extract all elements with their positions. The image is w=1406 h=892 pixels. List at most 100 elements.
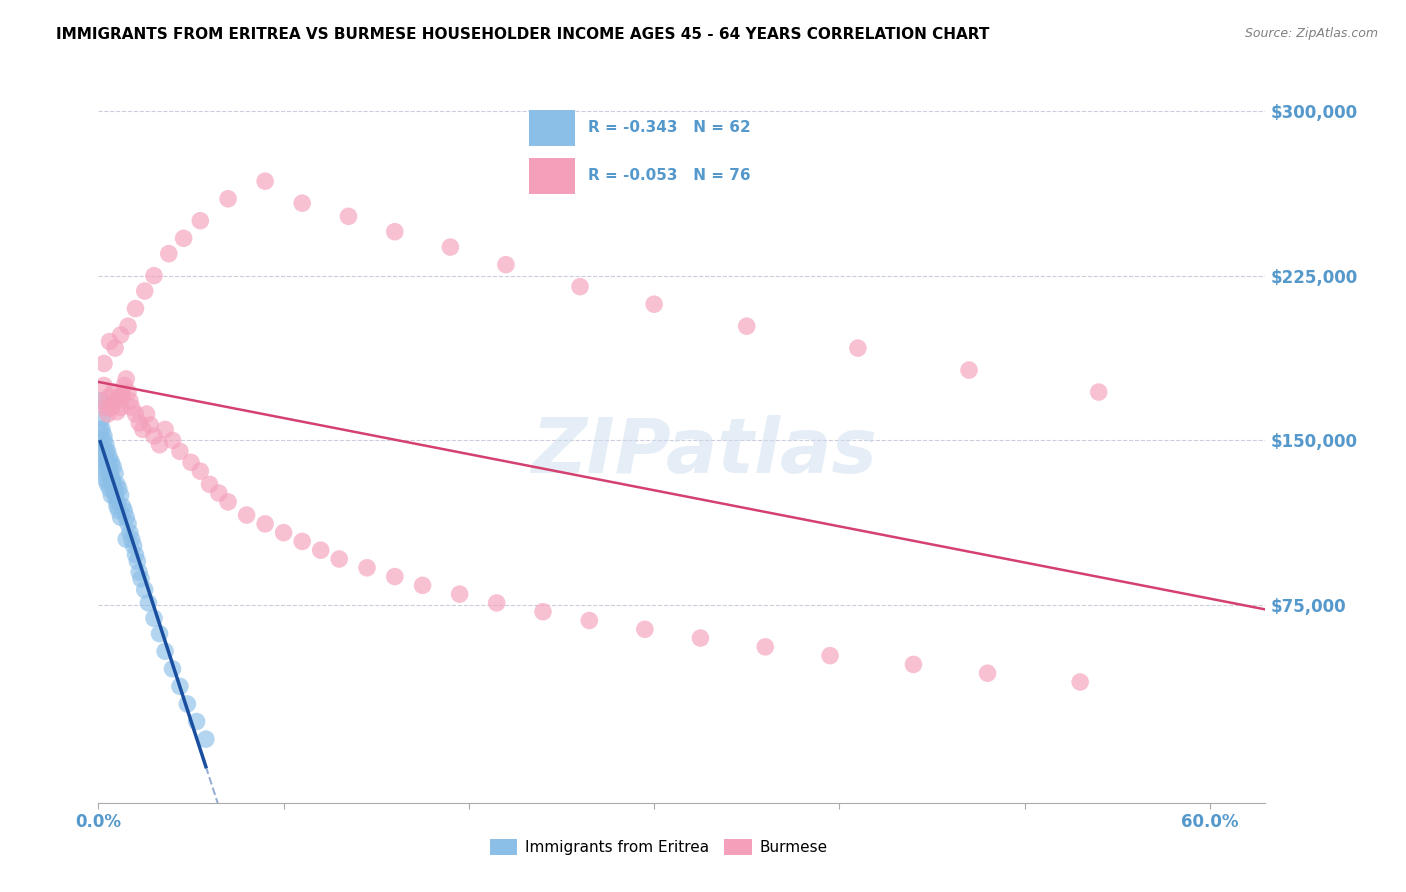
Point (328, 552, 350, 566)
Point (104, 393, 127, 408)
Point (97, 407, 120, 421)
Point (903, 657, 925, 672)
Point (110, 401, 132, 415)
Point (162, 434, 184, 448)
Point (309, 543, 332, 558)
Point (121, 401, 143, 415)
Point (689, 631, 711, 645)
Point (180, 455, 202, 469)
Point (98, 334, 121, 349)
Point (104, 488, 127, 502)
Point (89, 393, 111, 408)
Point (89, 422, 111, 436)
Point (115, 510, 138, 524)
Point (94, 455, 117, 469)
Point (117, 516, 139, 531)
Point (97, 444, 120, 458)
Point (135, 407, 157, 421)
Point (100, 471, 122, 485)
Point (127, 554, 149, 568)
Point (143, 611, 166, 625)
Point (100, 401, 122, 415)
Point (98, 389, 121, 403)
Point (132, 422, 155, 436)
Point (449, 587, 471, 601)
Point (100, 455, 122, 469)
Point (93, 449, 115, 463)
Point (89, 438, 111, 452)
Point (107, 503, 129, 517)
Point (485, 596, 508, 610)
Text: Source: ZipAtlas.com: Source: ZipAtlas.com (1244, 27, 1378, 40)
Point (110, 488, 132, 502)
Point (148, 438, 170, 452)
Point (91, 444, 114, 458)
Point (337, 210, 360, 224)
Point (134, 284, 156, 298)
Point (94, 438, 117, 452)
Point (105, 405, 128, 419)
Point (634, 622, 657, 636)
Point (94, 473, 117, 487)
Point (643, 297, 665, 311)
Point (176, 697, 198, 711)
Point (124, 548, 146, 562)
Legend: Immigrants from Eritrea, Burmese: Immigrants from Eritrea, Burmese (484, 833, 834, 861)
Point (112, 378, 135, 392)
Point (1087, 385, 1109, 400)
Point (117, 385, 139, 400)
Point (128, 416, 150, 430)
Text: IMMIGRANTS FROM ERITREA VS BURMESE HOUSEHOLDER INCOME AGES 45 - 64 YEARS CORRELA: IMMIGRANTS FROM ERITREA VS BURMESE HOUSE… (56, 27, 990, 42)
Point (107, 482, 129, 496)
Point (94, 401, 117, 415)
Point (104, 341, 127, 355)
Point (103, 477, 125, 491)
Point (818, 648, 841, 663)
Point (254, 174, 277, 188)
Point (169, 444, 191, 458)
Point (846, 341, 869, 355)
Point (91, 422, 114, 436)
Point (235, 508, 257, 522)
Point (112, 503, 135, 517)
Point (143, 429, 166, 443)
Point (117, 319, 139, 334)
Point (384, 569, 406, 583)
Point (569, 279, 592, 293)
Point (384, 225, 406, 239)
Point (439, 240, 461, 254)
Point (110, 510, 132, 524)
Point (1069, 675, 1091, 690)
Point (153, 422, 176, 436)
Point (217, 495, 239, 509)
Point (111, 500, 134, 514)
Point (103, 477, 125, 491)
Point (100, 471, 122, 485)
Point (957, 363, 980, 377)
Point (162, 662, 184, 676)
Point (100, 488, 122, 502)
Point (91, 393, 114, 408)
Point (93, 434, 115, 448)
Point (103, 385, 125, 400)
Point (291, 196, 314, 211)
Point (754, 640, 776, 654)
Point (139, 417, 162, 432)
Point (93, 429, 115, 443)
Point (121, 533, 143, 547)
Point (122, 539, 145, 553)
Point (104, 467, 127, 481)
Point (208, 486, 231, 500)
Point (198, 477, 221, 491)
Point (93, 467, 115, 481)
Point (98, 462, 121, 476)
Point (188, 464, 211, 478)
Point (105, 500, 128, 514)
Point (94, 444, 117, 458)
Point (91, 411, 114, 425)
Point (157, 246, 180, 260)
Point (134, 582, 156, 597)
Point (254, 516, 277, 531)
Point (105, 477, 128, 491)
Point (105, 495, 128, 509)
